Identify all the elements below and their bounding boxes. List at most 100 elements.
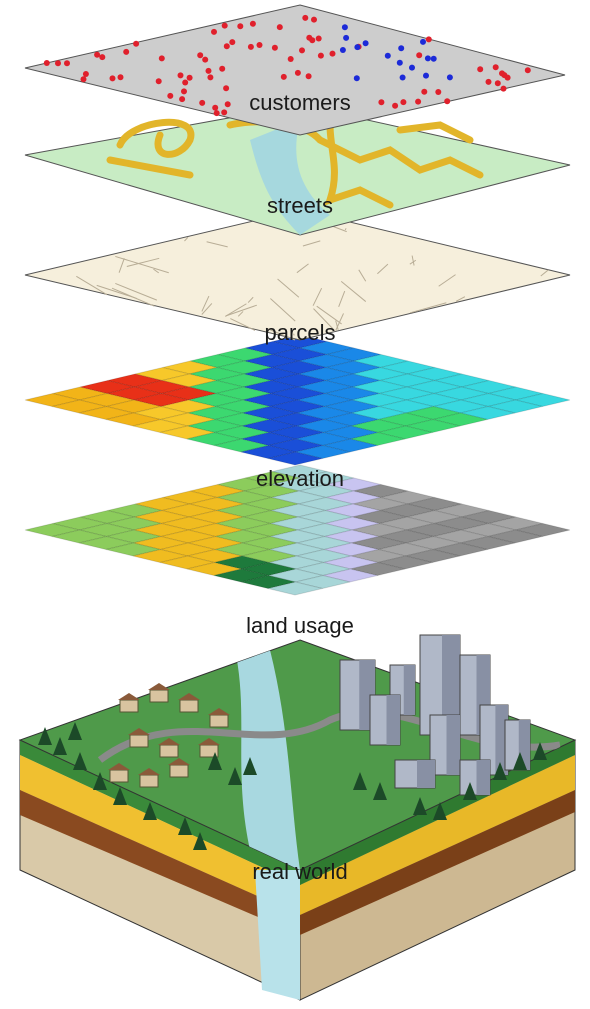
customer-dot [177, 72, 184, 79]
customer-dot [353, 75, 360, 82]
tree [113, 787, 127, 805]
customer-dot [299, 47, 305, 54]
customer-dot [416, 52, 423, 59]
roof [128, 728, 150, 735]
customer-dot [500, 85, 507, 92]
customer-dot [399, 74, 406, 81]
customer-dot [182, 79, 189, 86]
tree [243, 757, 257, 775]
real-world-block [18, 634, 577, 1001]
parcel-line [230, 318, 256, 331]
tree [533, 742, 547, 760]
building-side [386, 695, 400, 745]
tree [38, 727, 52, 745]
building-side [403, 665, 415, 715]
customer-dot [211, 28, 217, 35]
house [139, 774, 159, 788]
customer-dot [504, 74, 511, 81]
customer-dot [229, 39, 236, 46]
customer-dot [199, 99, 206, 106]
tree [493, 762, 507, 780]
town [108, 634, 531, 796]
parcel-line [313, 308, 335, 331]
customer-dot [420, 38, 426, 45]
customer-dot [205, 67, 212, 74]
parcel-line [358, 269, 367, 282]
customer-dot [197, 52, 204, 59]
tree [53, 737, 67, 755]
house [129, 734, 149, 748]
tree [353, 772, 367, 790]
customer-dot [305, 73, 312, 80]
customer-dot [179, 96, 186, 103]
streets-layer [24, 104, 571, 236]
customer-dot [294, 69, 301, 76]
customer-dot [247, 43, 254, 50]
customer-dot [398, 45, 405, 52]
layer-label: streets [267, 193, 333, 218]
parcel-line [153, 268, 160, 274]
parcel-line [270, 298, 296, 322]
parcel-line [335, 313, 344, 331]
house [109, 769, 129, 783]
house [149, 689, 169, 703]
elevation-layer [24, 334, 571, 466]
parcel-line [277, 278, 300, 298]
customer-dot [400, 99, 407, 106]
customer-dot [492, 64, 499, 71]
customer-dot [329, 50, 336, 57]
roof [178, 693, 200, 700]
customer-dot [167, 92, 174, 99]
parcel-line [302, 240, 321, 247]
house [119, 699, 139, 713]
customer-dot [392, 102, 399, 109]
layer-label: elevation [256, 466, 344, 491]
roof [148, 683, 170, 690]
parcel-line [455, 296, 466, 302]
parcel-line [411, 255, 415, 266]
layer-label: parcels [265, 320, 336, 345]
customer-dots [43, 14, 531, 117]
customer-dot [99, 54, 106, 61]
customer-dot [207, 74, 214, 81]
parcel-line [201, 303, 213, 315]
house [159, 744, 179, 758]
tree [463, 782, 477, 800]
land-usage-layer [24, 464, 571, 596]
parcels-layer [24, 209, 571, 341]
customer-dot [276, 24, 283, 31]
customer-dot [424, 55, 431, 62]
tree [373, 782, 387, 800]
parcel-line [316, 305, 342, 325]
parcel-line [438, 274, 456, 287]
customer-dot [396, 59, 403, 66]
parcel-line [76, 275, 108, 296]
parcel-line [338, 290, 346, 307]
customer-dot [202, 56, 209, 63]
customer-dot [425, 36, 432, 43]
customer-dot [237, 23, 244, 30]
customer-dot [421, 88, 428, 95]
house [169, 764, 189, 778]
customer-dot [341, 24, 348, 31]
customer-dot [446, 74, 453, 81]
house [179, 699, 199, 713]
tree [228, 767, 242, 785]
customer-dot [315, 35, 322, 42]
parcel-line [115, 283, 158, 301]
customer-dot [123, 48, 130, 55]
parcel-line [265, 327, 296, 341]
customer-dot [221, 22, 228, 29]
customer-dot [223, 43, 230, 50]
tree [413, 797, 427, 815]
roof [118, 693, 140, 700]
soil-brown-right [300, 790, 575, 935]
customer-dot [317, 52, 324, 59]
customer-dot [415, 98, 422, 105]
customer-dot [249, 20, 256, 27]
streets-river [250, 120, 330, 235]
layer-label: land usage [246, 613, 354, 638]
parcels-sheet [24, 209, 571, 341]
